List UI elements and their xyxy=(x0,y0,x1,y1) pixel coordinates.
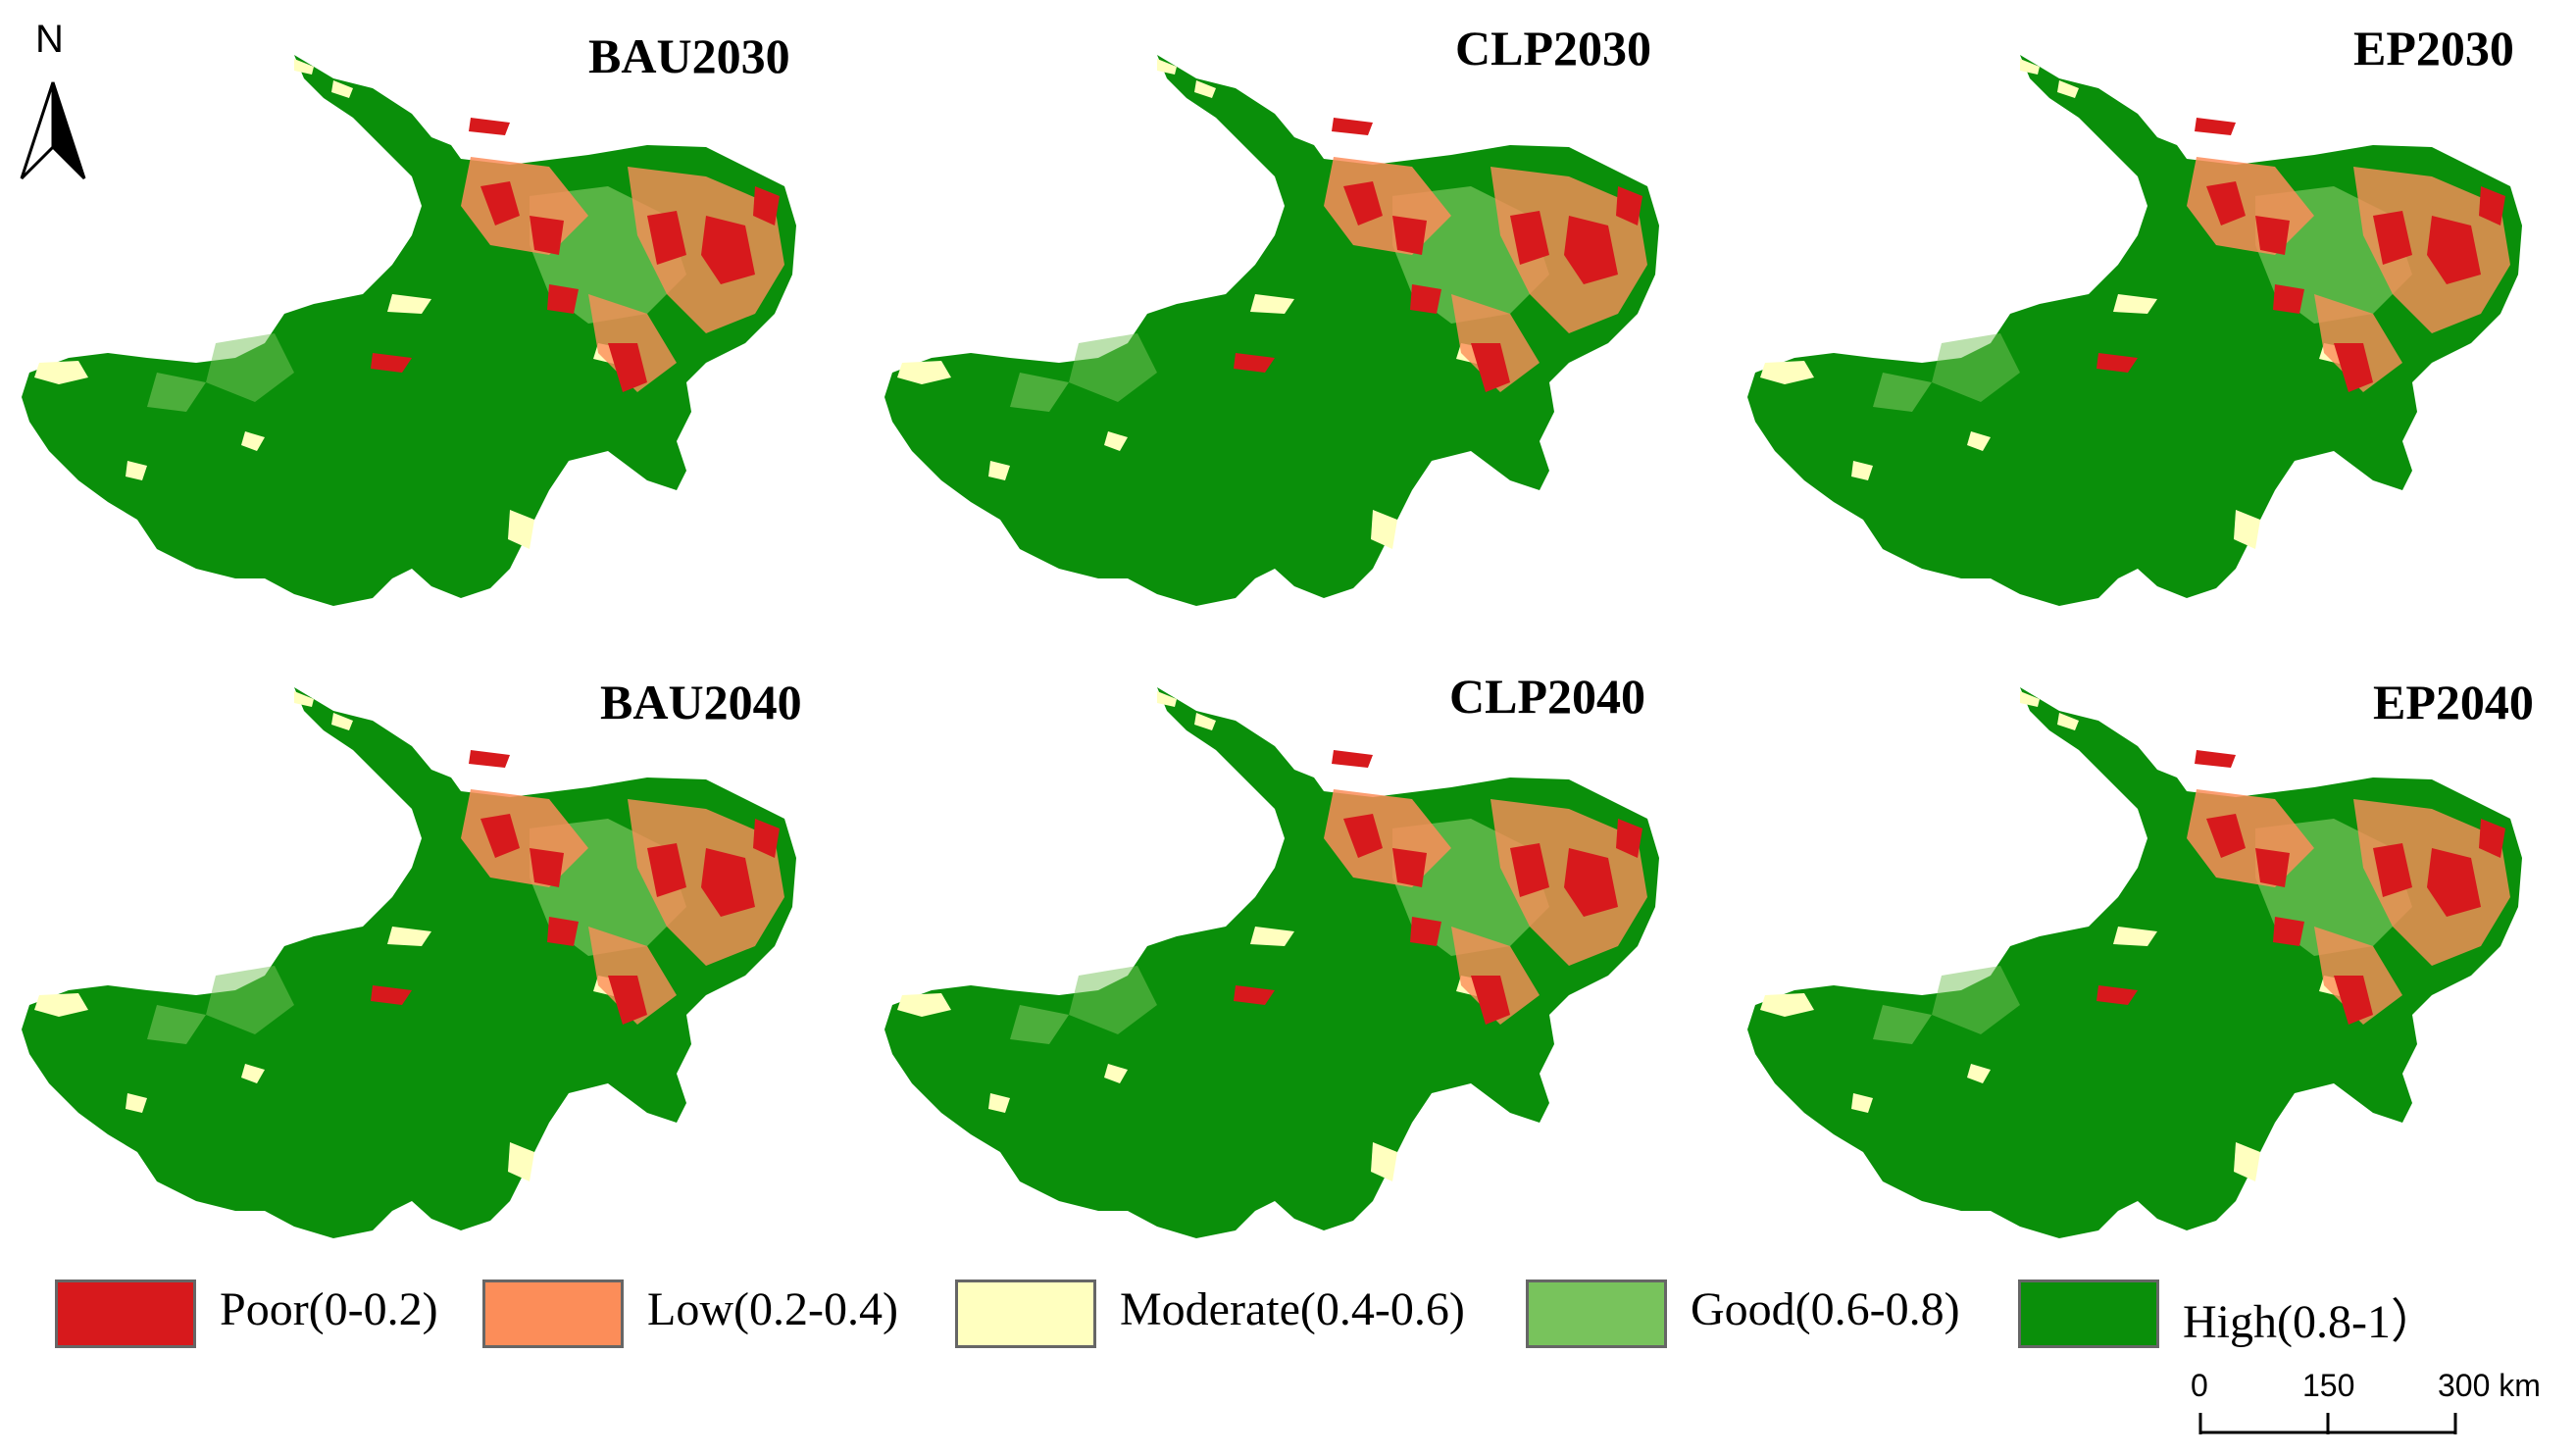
scale-bar-line xyxy=(2198,1413,2457,1434)
region-map xyxy=(22,687,796,1238)
map-panel-clp2040: CLP2040 xyxy=(863,652,1706,1279)
legend-swatch xyxy=(55,1279,196,1348)
scale-tick-label: 150 xyxy=(2302,1368,2355,1403)
region-map xyxy=(884,687,1659,1238)
north-arrow-icon xyxy=(20,81,86,180)
panel-title: CLP2030 xyxy=(1455,21,1651,75)
map-panel-ep2040: EP2040 xyxy=(1726,652,2569,1279)
panel-title: BAU2040 xyxy=(600,675,802,729)
panel-title: EP2040 xyxy=(2373,675,2534,729)
north-arrow xyxy=(14,22,92,188)
map-panel-bau2040: BAU2040 xyxy=(0,652,843,1279)
scale-tick-label: 300 km xyxy=(2438,1368,2541,1403)
legend-label: High(0.8-1） xyxy=(2183,1296,2438,1348)
map-panel-ep2030: EP2030 xyxy=(1726,20,2569,647)
legend-label: Moderate(0.4-0.6) xyxy=(1120,1283,1465,1335)
legend: Poor(0-0.2) Low(0.2-0.4) Moderate(0.4-0.… xyxy=(55,1275,2526,1353)
map-panel-bau2030: BAU2030 xyxy=(0,20,843,647)
legend-label: Good(0.6-0.8) xyxy=(1691,1283,1960,1335)
panel-title: EP2030 xyxy=(2353,21,2514,75)
legend-swatch xyxy=(1526,1279,1667,1348)
legend-label: Poor(0-0.2) xyxy=(220,1283,438,1335)
panel-title: BAU2030 xyxy=(588,28,790,83)
region-map xyxy=(22,55,796,606)
north-label: N xyxy=(35,18,64,61)
map-panel-clp2030: CLP2030 xyxy=(863,20,1706,647)
legend-swatch xyxy=(2018,1279,2159,1348)
scale-bar: 0 150 300 km xyxy=(2187,1368,2559,1446)
panel-title: CLP2040 xyxy=(1449,669,1645,724)
region-map xyxy=(884,55,1659,606)
region-map xyxy=(1747,55,2522,606)
legend-label: Low(0.2-0.4) xyxy=(647,1283,898,1335)
scale-tick-label: 0 xyxy=(2191,1368,2208,1403)
legend-swatch xyxy=(482,1279,624,1348)
region-map xyxy=(1747,687,2522,1238)
legend-swatch xyxy=(955,1279,1096,1348)
